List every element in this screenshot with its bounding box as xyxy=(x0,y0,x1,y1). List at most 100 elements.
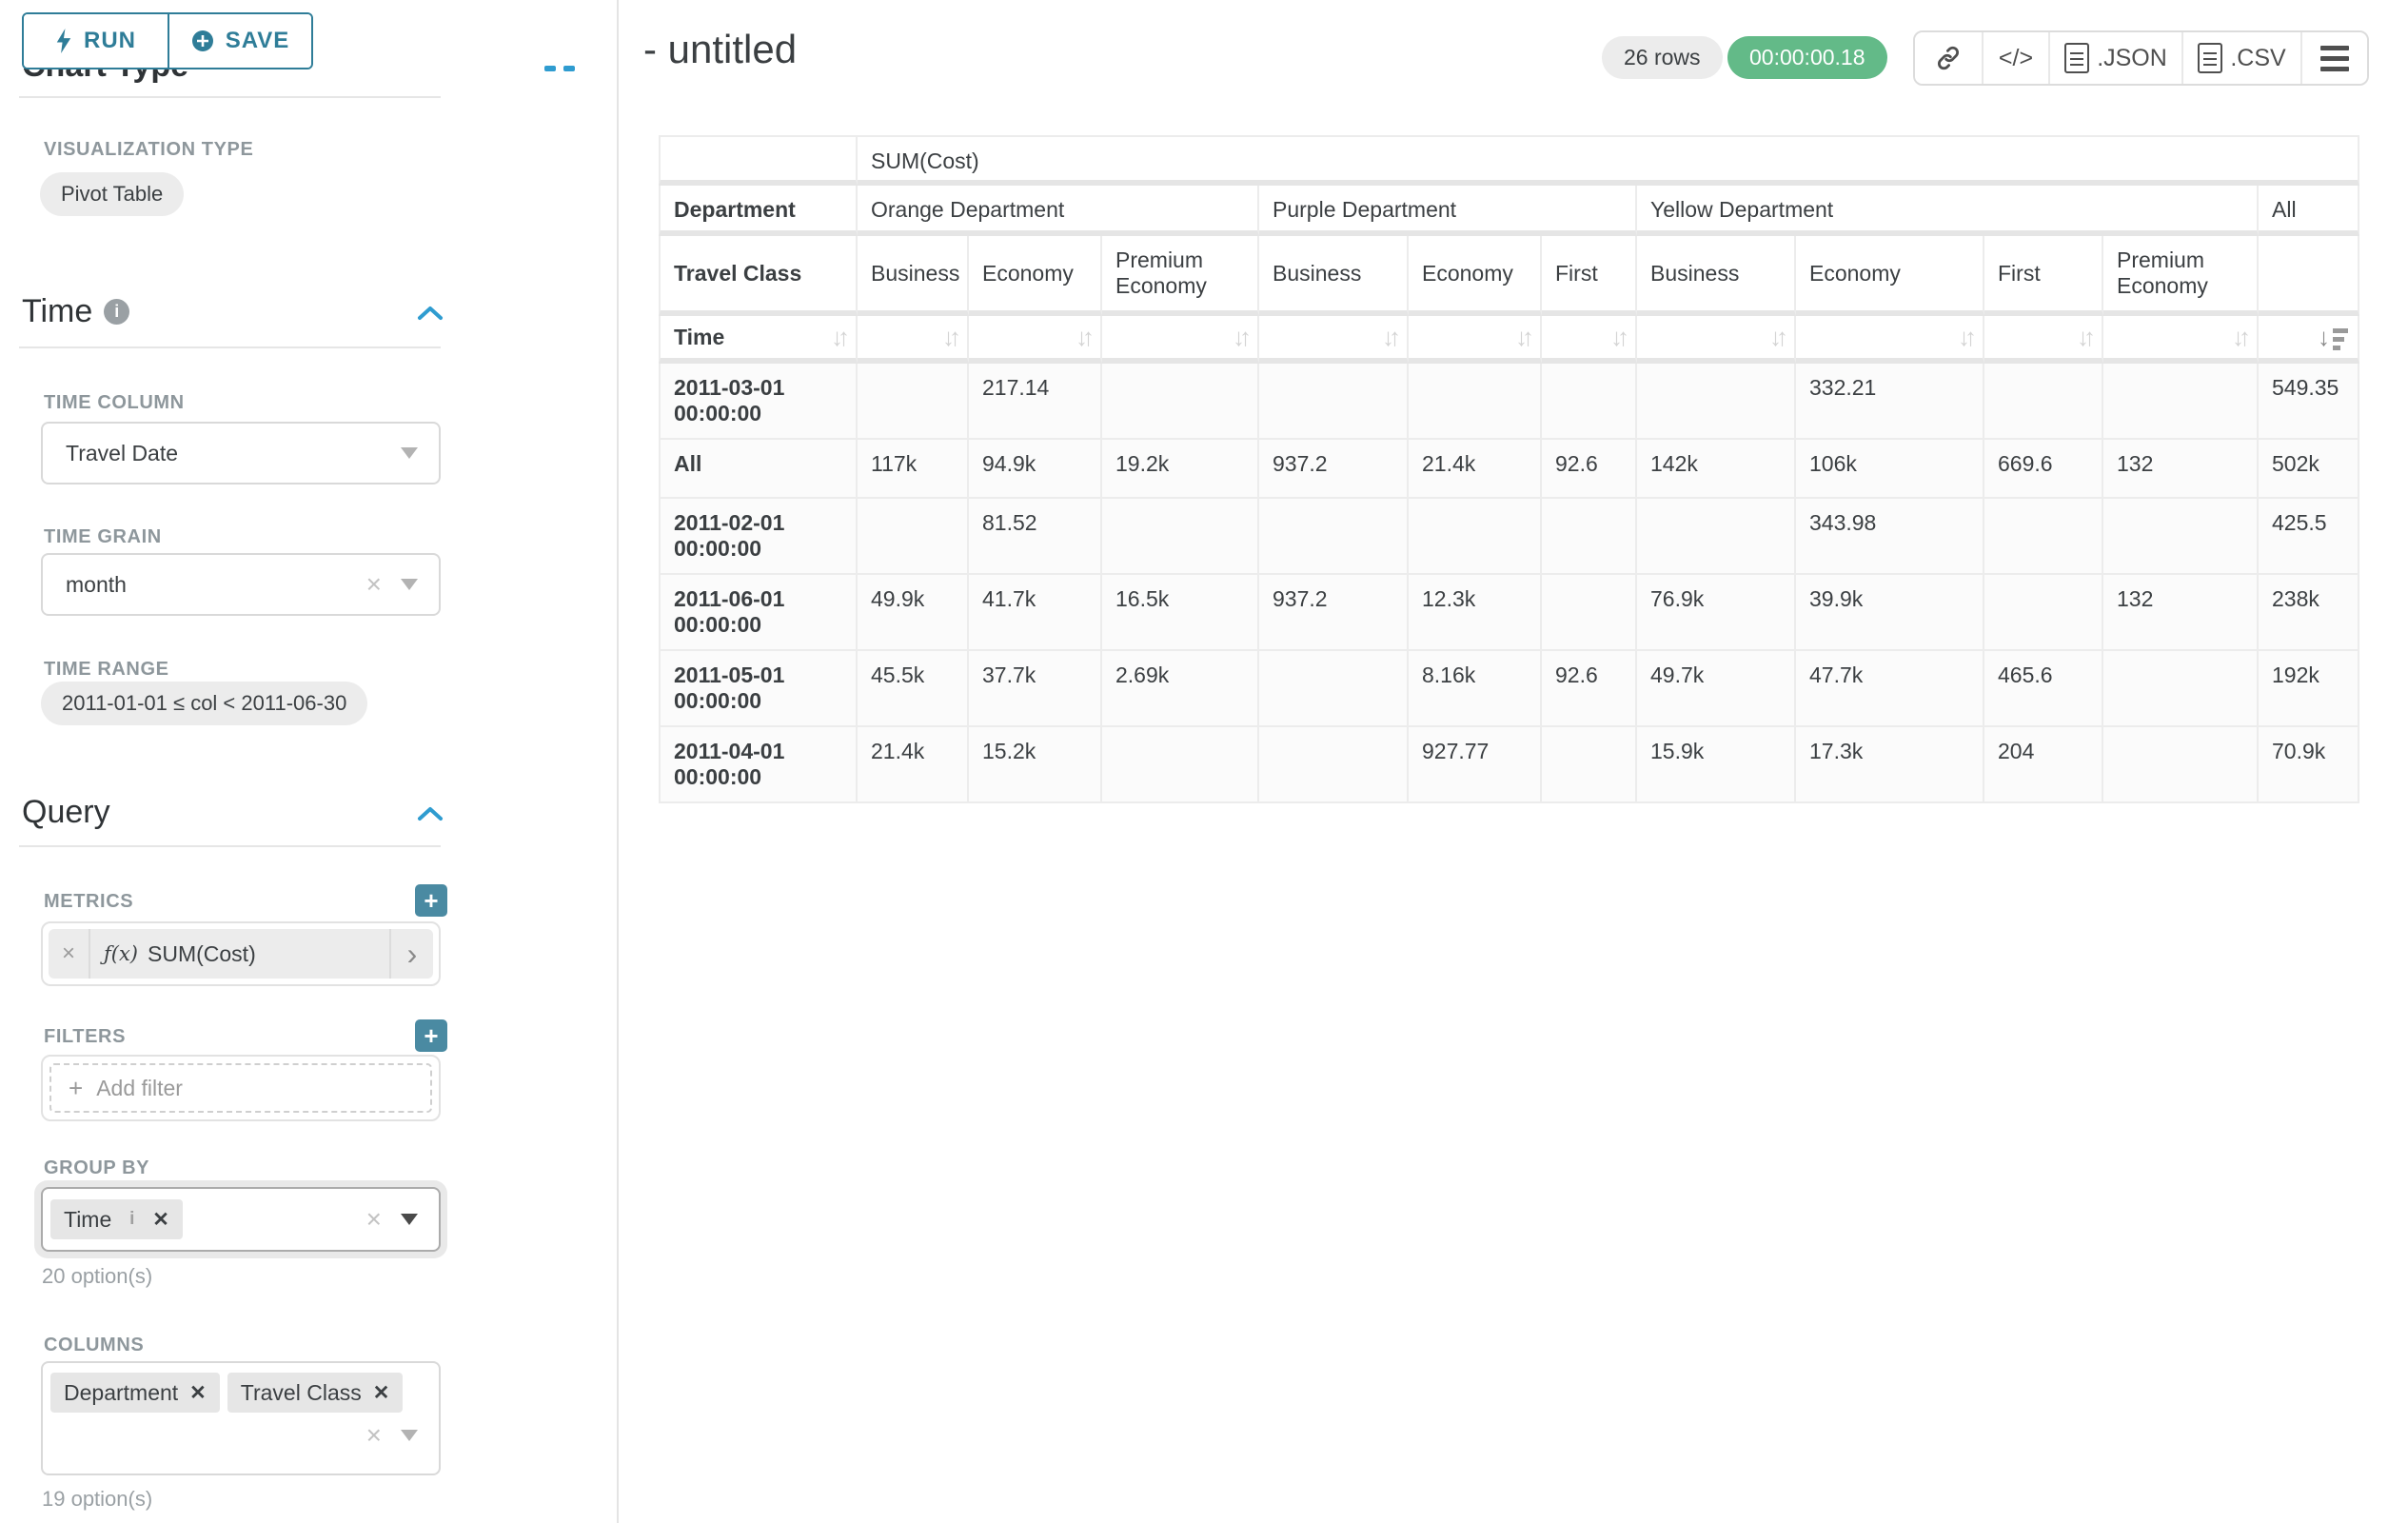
columns-label: COLUMNS xyxy=(44,1335,144,1356)
cell xyxy=(1409,499,1542,575)
add-filter-button[interactable]: + xyxy=(415,1019,447,1052)
sort-icon[interactable]: ↓↑ xyxy=(1610,323,1629,352)
cell: 549.35 xyxy=(2259,364,2359,440)
columns-select[interactable]: Department ✕ Travel Class ✕ × xyxy=(41,1361,441,1475)
chevron-down-icon xyxy=(401,1214,418,1225)
cell: 39.9k xyxy=(1796,575,1984,651)
remove-tag-icon[interactable]: ✕ xyxy=(152,1208,169,1232)
column-sort-header[interactable]: ↓↑ xyxy=(1542,316,1637,364)
expand-metric-icon[interactable]: › xyxy=(389,929,433,979)
run-button[interactable]: RUN xyxy=(24,14,168,68)
sort-icon[interactable]: ↓↑ xyxy=(1515,323,1534,352)
collapse-query-icon[interactable] xyxy=(417,805,444,822)
sort-descending-icon[interactable]: ↓ xyxy=(2318,325,2352,350)
cell: 21.4k xyxy=(858,727,969,803)
export-csv-button[interactable]: .CSV xyxy=(2181,32,2300,84)
column-sort-header[interactable]: ↓↑ xyxy=(1984,316,2103,364)
cell xyxy=(1259,499,1409,575)
sort-icon[interactable]: ↓↑ xyxy=(831,323,850,352)
down-arrow: ↓ xyxy=(2318,325,2330,349)
columns-tag[interactable]: Department ✕ xyxy=(50,1373,220,1413)
cell xyxy=(1259,651,1409,727)
column-sort-header-active[interactable]: ↓ xyxy=(2259,316,2359,364)
viz-type-pill[interactable]: Pivot Table xyxy=(40,172,184,216)
corner-cell xyxy=(659,135,858,186)
travel-class-header xyxy=(2259,236,2359,316)
time-sort-header[interactable]: Time↓↑ xyxy=(659,316,858,364)
row-header: 2011-05-01 00:00:00 xyxy=(659,651,858,727)
sort-icon[interactable]: ↓↑ xyxy=(1233,323,1252,352)
column-sort-header[interactable]: ↓↑ xyxy=(969,316,1102,364)
cell xyxy=(858,499,969,575)
group-by-tag[interactable]: Time i ✕ xyxy=(50,1199,183,1239)
cell xyxy=(2103,499,2259,575)
time-range-pill[interactable]: 2011-01-01 ≤ col < 2011-06-30 xyxy=(41,682,367,725)
column-sort-header[interactable]: ↓↑ xyxy=(1259,316,1409,364)
column-sort-header[interactable]: ↓↑ xyxy=(858,316,969,364)
clipped-icon xyxy=(544,66,556,71)
time-grain-select[interactable]: month × xyxy=(41,553,441,616)
cell: 238k xyxy=(2259,575,2359,651)
sort-icon[interactable]: ↓↑ xyxy=(1076,323,1095,352)
time-column-select[interactable]: Travel Date xyxy=(41,422,441,485)
cell: 927.77 xyxy=(1409,727,1542,803)
cell: 94.9k xyxy=(969,440,1102,499)
add-filter-dropzone[interactable]: + Add filter xyxy=(49,1063,432,1113)
travel-class-header: Premium Economy xyxy=(1102,236,1259,316)
time-grain-label: TIME GRAIN xyxy=(44,526,162,548)
sort-icon[interactable]: ↓↑ xyxy=(1769,323,1788,352)
chevron-down-icon xyxy=(401,579,418,590)
cell xyxy=(1409,364,1542,440)
sort-icon[interactable]: ↓↑ xyxy=(1958,323,1977,352)
query-timer-badge: 00:00:00.18 xyxy=(1727,36,1887,79)
clear-icon[interactable]: × xyxy=(366,571,382,598)
copy-link-button[interactable] xyxy=(1915,32,1982,84)
group-by-label: GROUP BY xyxy=(44,1157,149,1179)
metric-pill[interactable]: × ƒ(x) SUM(Cost) › xyxy=(49,929,433,979)
divider xyxy=(19,96,441,98)
control-panel: Chart Type RUN SAVE VISUALIZATION TYPE P… xyxy=(0,0,619,1523)
view-query-button[interactable]: </> xyxy=(1982,32,2048,84)
remove-metric-icon[interactable]: × xyxy=(49,929,90,979)
travel-class-axis-label: Travel Class xyxy=(659,236,858,316)
sort-icon[interactable]: ↓↑ xyxy=(2077,323,2096,352)
clear-icon[interactable]: × xyxy=(366,1206,382,1233)
cell xyxy=(1984,575,2103,651)
sort-icon[interactable]: ↓↑ xyxy=(942,323,961,352)
column-sort-header[interactable]: ↓↑ xyxy=(1637,316,1796,364)
row-header: 2011-06-01 00:00:00 xyxy=(659,575,858,651)
column-sort-header[interactable]: ↓↑ xyxy=(1796,316,1984,364)
cell: 2.69k xyxy=(1102,651,1259,727)
department-group-header: Yellow Department xyxy=(1637,186,2259,236)
cell: 41.7k xyxy=(969,575,1102,651)
table-row: 2011-06-01 00:00:0049.9k41.7k16.5k937.21… xyxy=(659,575,2359,651)
column-sort-header[interactable]: ↓↑ xyxy=(1409,316,1542,364)
columns-tag[interactable]: Travel Class ✕ xyxy=(227,1373,404,1413)
column-sort-header[interactable]: ↓↑ xyxy=(1102,316,1259,364)
sort-icon[interactable]: ↓↑ xyxy=(2232,323,2251,352)
save-button[interactable]: SAVE xyxy=(168,14,311,68)
cell: 17.3k xyxy=(1796,727,1984,803)
chevron-down-icon xyxy=(401,1430,418,1441)
add-metric-button[interactable]: + xyxy=(415,884,447,917)
group-by-select[interactable]: Time i ✕ × xyxy=(41,1187,441,1252)
sort-icon[interactable]: ↓↑ xyxy=(1382,323,1401,352)
column-sort-header[interactable]: ↓↑ xyxy=(2103,316,2259,364)
cell xyxy=(1542,727,1637,803)
department-group-header: Purple Department xyxy=(1259,186,1637,236)
cell xyxy=(1102,727,1259,803)
menu-button[interactable] xyxy=(2300,32,2367,84)
remove-tag-icon[interactable]: ✕ xyxy=(373,1381,390,1405)
export-json-button[interactable]: .JSON xyxy=(2048,32,2181,84)
collapse-time-icon[interactable] xyxy=(417,305,444,322)
remove-tag-icon[interactable]: ✕ xyxy=(189,1381,207,1405)
clear-icon[interactable]: × xyxy=(366,1422,382,1449)
time-section-heading: Time i xyxy=(22,293,129,330)
cell: 21.4k xyxy=(1409,440,1542,499)
chart-title[interactable]: - untitled xyxy=(643,27,797,72)
metrics-label: METRICS xyxy=(44,891,133,913)
row-header: 2011-02-01 00:00:00 xyxy=(659,499,858,575)
chevron-down-icon xyxy=(401,447,418,459)
row-count-badge: 26 rows xyxy=(1602,36,1723,79)
row-header: 2011-04-01 00:00:00 xyxy=(659,727,858,803)
